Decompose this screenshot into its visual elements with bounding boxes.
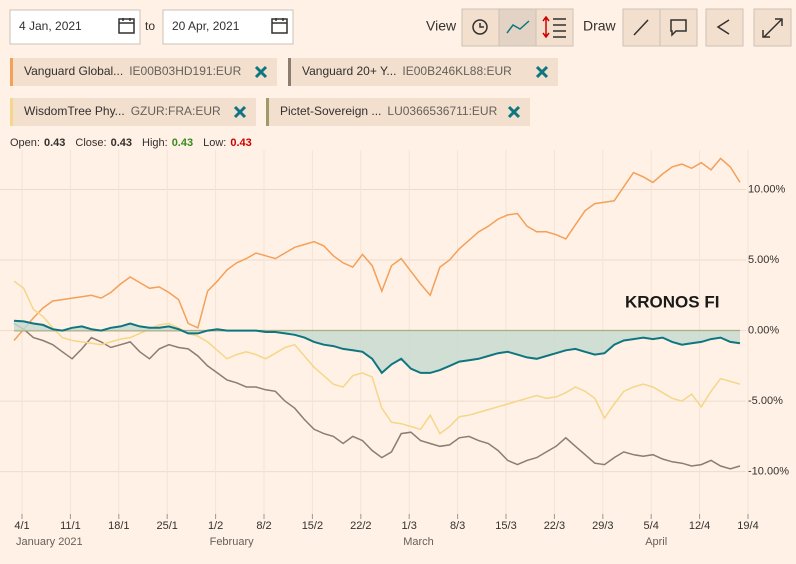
legend-chip[interactable]: [10, 58, 277, 86]
clock-hand: [479, 23, 484, 28]
clock-icon: [472, 19, 488, 35]
ohlc-value: 0.43: [172, 137, 193, 149]
x-tick-label: 8/3: [450, 520, 465, 532]
line-icon: [506, 20, 530, 34]
legend-name: Vanguard 20+ Y...: [302, 64, 396, 78]
series-annotation: KRONOS FI: [625, 292, 719, 311]
series-line: [13, 319, 741, 375]
x-tick-label: 15/3: [495, 520, 516, 532]
note-icon: [670, 19, 687, 37]
x-tick-label: 1/3: [402, 520, 417, 532]
scale-button[interactable]: [535, 8, 574, 47]
x-tick-label: 22/2: [350, 520, 371, 532]
month-label: February: [210, 536, 255, 548]
series-area: [14, 320, 740, 373]
ohlc-label: Close:: [75, 137, 106, 149]
ohlc-label: High:: [142, 137, 168, 149]
draw-label: Draw: [583, 18, 617, 34]
share-button[interactable]: [705, 8, 744, 47]
y-tick-label: -10.00%: [748, 466, 789, 478]
x-tick-label: 29/3: [592, 520, 613, 532]
y-tick-label: -5.00%: [748, 395, 783, 407]
y-tick-label: 0.00%: [748, 324, 779, 336]
month-label: April: [645, 536, 667, 548]
x-tick-label: 18/1: [108, 520, 129, 532]
date-from: 4 Jan, 2021: [19, 19, 82, 33]
legend-name: Vanguard Global...: [24, 64, 123, 78]
legend-code: GZUR:FRA:EUR: [131, 104, 221, 118]
x-tick-label: 5/4: [644, 520, 659, 532]
legend-chip[interactable]: [266, 98, 530, 126]
scale-lines: [553, 18, 566, 38]
legend-code: IE00B246KL88:EUR: [402, 64, 512, 78]
x-tick-label: 11/1: [60, 520, 81, 532]
legend-code: LU0366536711:EUR: [387, 104, 497, 118]
ohlc-label: Low:: [203, 137, 226, 149]
y-tick-label: 5.00%: [748, 254, 779, 266]
series-line: [13, 322, 741, 470]
x-tick-label: 15/2: [302, 520, 323, 532]
draw-line-icon: [633, 19, 649, 36]
calendar-icon[interactable]: [118, 18, 135, 34]
legend-swatch: [10, 98, 13, 126]
month-label: March: [403, 536, 434, 548]
x-tick-label: 25/1: [156, 520, 177, 532]
legend-code: IE00B03HD191:EUR: [129, 64, 241, 78]
note-button[interactable]: [659, 8, 698, 47]
series-line: [13, 280, 741, 435]
expand-icon: [762, 18, 783, 38]
remove-icon[interactable]: [233, 105, 247, 119]
x-tick-label: 19/4: [737, 520, 758, 532]
x-tick-label: 22/3: [544, 520, 565, 532]
y-tick-label: 10.00%: [748, 183, 786, 195]
calendar-icon[interactable]: [271, 18, 288, 34]
ohlc-value: 0.43: [230, 137, 251, 149]
x-tick-label: 8/2: [256, 520, 271, 532]
to-label: to: [145, 19, 155, 33]
remove-icon[interactable]: [535, 65, 549, 79]
remove-icon[interactable]: [507, 105, 521, 119]
legend-name: WisdomTree Phy...: [24, 104, 125, 118]
legend-swatch: [288, 58, 291, 86]
ohlc-label: Open:: [10, 137, 40, 149]
legend-swatch: [266, 98, 269, 126]
x-tick-label: 1/2: [208, 520, 223, 532]
ohlc-value: 0.43: [111, 137, 132, 149]
scale-icon: [542, 15, 550, 39]
legend-chip[interactable]: [10, 98, 256, 126]
remove-icon[interactable]: [254, 65, 268, 79]
view-label: View: [426, 18, 457, 34]
legend-swatch: [10, 58, 13, 86]
expand-button[interactable]: [753, 8, 792, 47]
legend-chip[interactable]: [288, 58, 558, 86]
month-label: January 2021: [16, 536, 83, 548]
legend-name: Pictet-Sovereign ...: [280, 104, 381, 118]
ohlc-value: 0.43: [44, 137, 65, 149]
series-line: [13, 157, 741, 341]
x-tick-label: 4/1: [14, 520, 29, 532]
share-icon: [716, 19, 730, 35]
date-to: 20 Apr, 2021: [172, 19, 240, 33]
x-tick-label: 12/4: [689, 520, 710, 532]
